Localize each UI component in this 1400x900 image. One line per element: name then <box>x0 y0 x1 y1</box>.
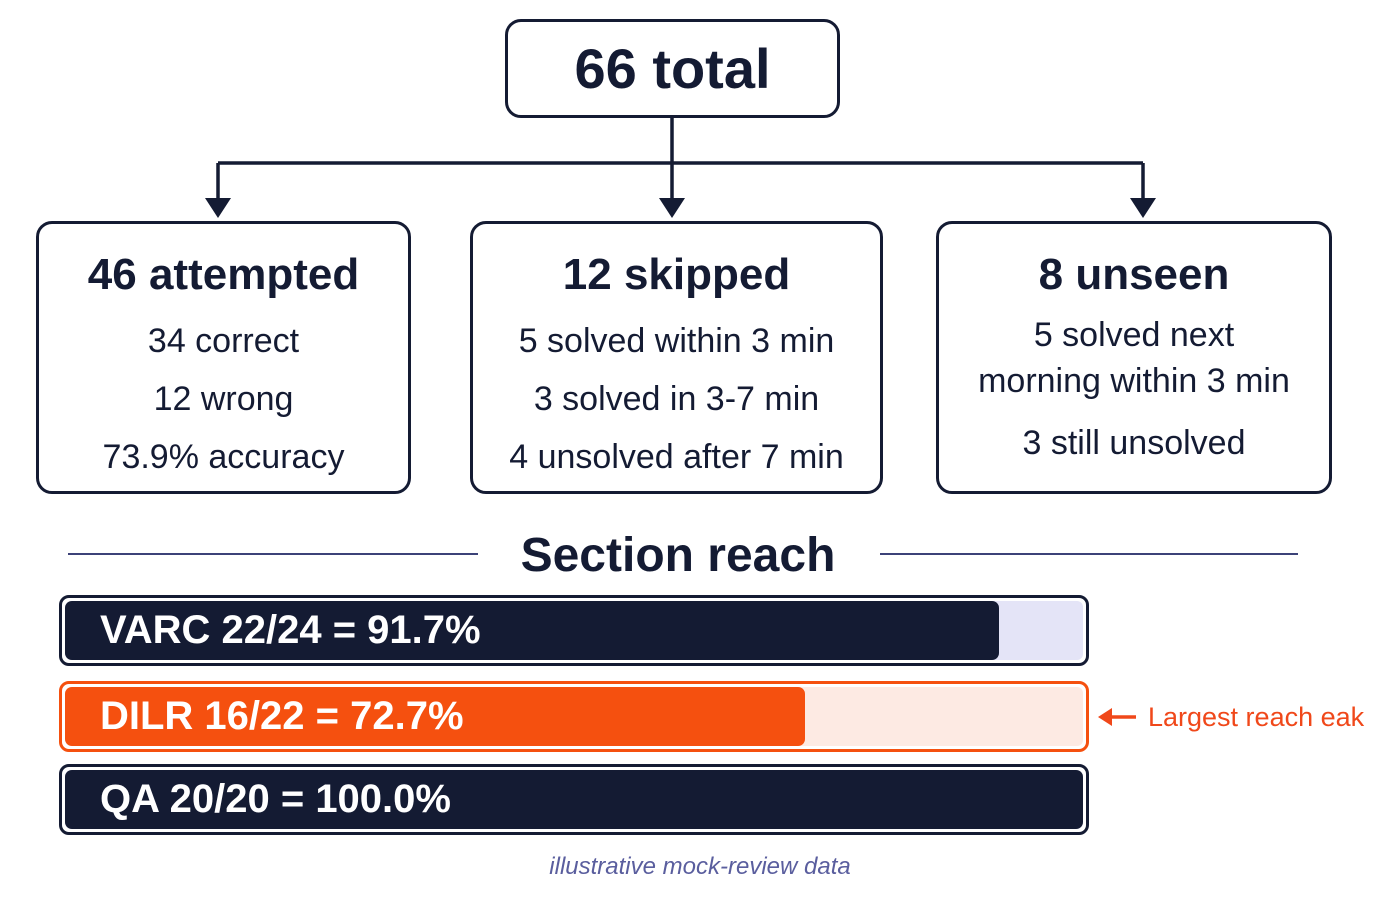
reach-bar-varc: VARC 22/24 = 91.7% <box>59 595 1089 666</box>
unseen-box: 8 unseen 5 solved next morning within 3 … <box>936 221 1332 494</box>
arrowhead-right <box>1130 198 1156 218</box>
unseen-title: 8 unseen <box>1038 250 1230 299</box>
skipped-box: 12 skipped 5 solved within 3 min 3 solve… <box>470 221 883 494</box>
reach-bar-label: DILR 16/22 = 72.7% <box>100 694 464 738</box>
total-box: 66 total <box>505 19 840 118</box>
section-title: Section reach <box>520 529 836 582</box>
attempted-correct: 34 correct <box>147 322 300 360</box>
total-label: 66 total <box>574 37 771 100</box>
reach-bar-label: QA 20/20 = 100.0% <box>100 777 451 821</box>
unseen-unsolved: 3 still unsolved <box>1022 424 1246 462</box>
footnote: illustrative mock-review data <box>549 853 851 880</box>
attempted-box: 46 attempted 34 correct 12 wrong 73.9% a… <box>36 221 411 494</box>
attempted-wrong: 12 wrong <box>153 380 294 418</box>
reach-bar-fill <box>65 770 1083 829</box>
reach-bar-fill <box>65 601 999 660</box>
section-rule-left <box>68 553 478 555</box>
skipped-unsolved: 4 unsolved after 7 min <box>509 438 844 476</box>
skipped-3-to-7: 3 solved in 3-7 min <box>533 380 820 418</box>
attempted-accuracy: 73.9% accuracy <box>102 438 345 476</box>
reach-bar-label: VARC 22/24 = 91.7% <box>100 608 481 652</box>
reach-bar-fill <box>65 687 806 746</box>
section-rule-right <box>880 553 1298 555</box>
arrowhead-middle <box>659 198 685 218</box>
arrow-left-icon <box>1098 708 1136 726</box>
reach-bar-qa: QA 20/20 = 100.0% <box>59 764 1089 835</box>
reach-bar-dilr: DILR 16/22 = 72.7% <box>59 681 1089 752</box>
reach-callout: Largest reach eak <box>1098 700 1364 734</box>
unseen-next-morning: 5 solved next morning within 3 min <box>978 316 1290 400</box>
arrowhead-left <box>205 198 231 218</box>
skipped-title: 12 skipped <box>562 250 791 299</box>
skipped-within-3: 5 solved within 3 min <box>518 322 835 360</box>
attempted-title: 46 attempted <box>87 250 360 299</box>
callout-text: Largest reach eak <box>1148 701 1365 732</box>
